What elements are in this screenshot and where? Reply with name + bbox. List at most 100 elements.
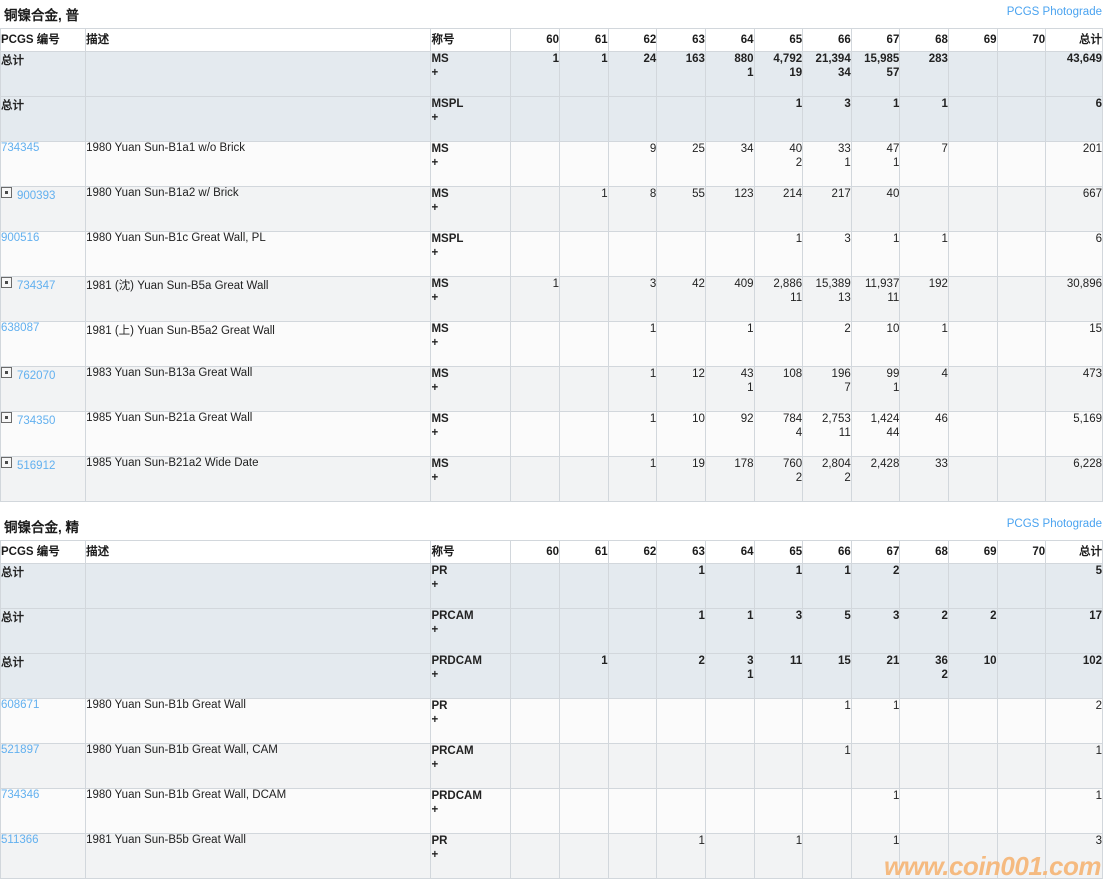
- pcgs-no-link[interactable]: 516912: [17, 460, 56, 472]
- grade-count: 15: [837, 655, 851, 667]
- grade-plus-count: 13: [837, 292, 851, 304]
- description-text: 1980 Yuan Sun-B1a2 w/ Brick: [86, 187, 239, 199]
- description-text: 1980 Yuan Sun-B1b Great Wall: [86, 699, 246, 711]
- total-label: 总计: [1, 612, 24, 624]
- column-header-grade-66: 66: [802, 28, 852, 52]
- pcgs-no-link[interactable]: 734350: [17, 415, 56, 427]
- column-header-designation: 称号: [430, 540, 512, 564]
- column-header-grade-60: 60: [510, 540, 561, 564]
- cell-grade-70: [996, 788, 1047, 834]
- table-row: 638087 1981 (上) Yuan Sun-B5a2 Great Wall M…: [0, 321, 1103, 367]
- description-text: 1981 (上) Yuan Sun-B5a2 Great Wall: [86, 325, 275, 337]
- cell-grade-63: 10: [656, 411, 706, 457]
- grade-count: 1: [552, 278, 560, 290]
- designation-label: MS: [431, 323, 449, 335]
- pcgs-no-link[interactable]: 638087: [1, 322, 40, 334]
- grade-plus-count: 44: [886, 427, 900, 439]
- grade-count: 11: [789, 655, 803, 667]
- cell-grade-70: [996, 321, 1047, 367]
- expand-icon[interactable]: [1, 457, 12, 468]
- grade-count: 42: [692, 278, 705, 290]
- pcgs-no-link[interactable]: 900516: [1, 232, 40, 244]
- pcgs-no-link[interactable]: 734347: [17, 280, 56, 292]
- pcgs-no-link[interactable]: 734345: [1, 142, 40, 154]
- cell-grade-69: [947, 563, 998, 609]
- photograde-link[interactable]: PCGS Photograde: [1006, 518, 1102, 530]
- expand-icon[interactable]: [1, 412, 12, 423]
- cell-grade-63: [656, 698, 706, 744]
- cell-grade-62: [607, 608, 658, 654]
- expand-icon[interactable]: [1, 187, 12, 198]
- cell-designation: MS +: [430, 456, 512, 502]
- pcgs-no-link[interactable]: 762070: [17, 370, 56, 382]
- cell-grade-63: 19: [656, 456, 706, 502]
- cell-grade-70: [996, 141, 1047, 187]
- grade-count: 99: [886, 368, 900, 380]
- cell-grade-68: [899, 833, 949, 879]
- cell-grade-64: 123: [704, 186, 755, 232]
- cell-grade-60: [510, 653, 561, 699]
- table-row: 516912 1985 Yuan Sun-B21a2 Wide Date MS + 1 1…: [0, 456, 1103, 502]
- expand-icon[interactable]: [1, 277, 12, 288]
- cell-grade-65: [753, 321, 804, 367]
- cell-grade-61: [559, 563, 609, 609]
- column-header-grade-60: 60: [510, 28, 561, 52]
- cell-grade-69: [947, 51, 998, 97]
- cell-description: 1981 (上) Yuan Sun-B5a2 Great Wall: [85, 321, 432, 367]
- expand-icon[interactable]: [1, 367, 12, 378]
- cell-grade-63: 42: [656, 276, 706, 322]
- cell-total: 1: [1045, 743, 1103, 789]
- grade-count: 3: [844, 98, 851, 110]
- designation-label: MS: [431, 278, 449, 290]
- cell-pcgs-no: 734350: [0, 411, 87, 457]
- grade-count: 10: [692, 413, 705, 425]
- column-header-grade-70: 70: [996, 28, 1047, 52]
- designation-label: MS: [431, 143, 449, 155]
- total-label: 总计: [1, 100, 24, 112]
- cell-grade-67: 47 1: [850, 141, 901, 187]
- section-spacer: [0, 502, 1105, 512]
- grade-count: 1: [795, 565, 803, 577]
- column-header-grade-64: 64: [704, 540, 755, 564]
- description-text: 1980 Yuan Sun-B1b Great Wall, DCAM: [86, 789, 287, 801]
- cell-grade-70: [996, 96, 1047, 142]
- table-row: 511366 1981 Yuan Sun-B5b Great Wall PR +1 1 1…: [0, 833, 1103, 879]
- cell-grade-63: [656, 743, 706, 789]
- total-count: 201: [1082, 143, 1102, 155]
- cell-grade-60: [510, 698, 561, 744]
- pcgs-no-link[interactable]: 900393: [17, 190, 56, 202]
- column-header-grade-66: 66: [802, 540, 852, 564]
- grade-count: 1: [649, 458, 657, 470]
- pcgs-no-link[interactable]: 734346: [1, 789, 40, 801]
- grade-count: 1: [892, 700, 900, 712]
- photograde-link[interactable]: PCGS Photograde: [1006, 6, 1102, 18]
- cell-grade-60: [510, 231, 561, 277]
- cell-description: 1980 Yuan Sun-B1b Great Wall, DCAM: [85, 788, 432, 834]
- cell-grade-66: 1: [802, 743, 852, 789]
- cell-grade-69: [947, 321, 998, 367]
- designation-plus-label: +: [431, 472, 439, 484]
- cell-description: 1985 Yuan Sun-B21a2 Wide Date: [85, 456, 432, 502]
- cell-grade-69: [947, 141, 998, 187]
- grade-count: 1: [795, 835, 803, 847]
- cell-grade-66: 3: [802, 231, 852, 277]
- cell-grade-70: [996, 608, 1047, 654]
- cell-grade-64: [704, 833, 755, 879]
- grade-count: 760: [782, 458, 803, 470]
- column-header-grade-61: 61: [559, 28, 609, 52]
- pcgs-no-link[interactable]: 511366: [1, 834, 39, 846]
- grade-count: 36: [935, 655, 948, 667]
- section-header: 铜镍合金, 普 PCGS Photograde: [0, 0, 1105, 28]
- cell-grade-64: 92: [704, 411, 755, 457]
- cell-grade-68: [899, 186, 949, 232]
- cell-grade-70: [996, 653, 1047, 699]
- grade-count: 1: [601, 53, 608, 65]
- cell-grade-64: [704, 743, 755, 789]
- column-header-grade-67: 67: [850, 540, 901, 564]
- cell-designation: PRCAM +: [430, 743, 512, 789]
- designation-label: MSPL: [431, 233, 464, 245]
- cell-designation: MS +: [430, 276, 512, 322]
- pcgs-no-link[interactable]: 521897: [1, 744, 40, 756]
- cell-grade-68: 1: [899, 96, 949, 142]
- pcgs-no-link[interactable]: 608671: [1, 699, 40, 711]
